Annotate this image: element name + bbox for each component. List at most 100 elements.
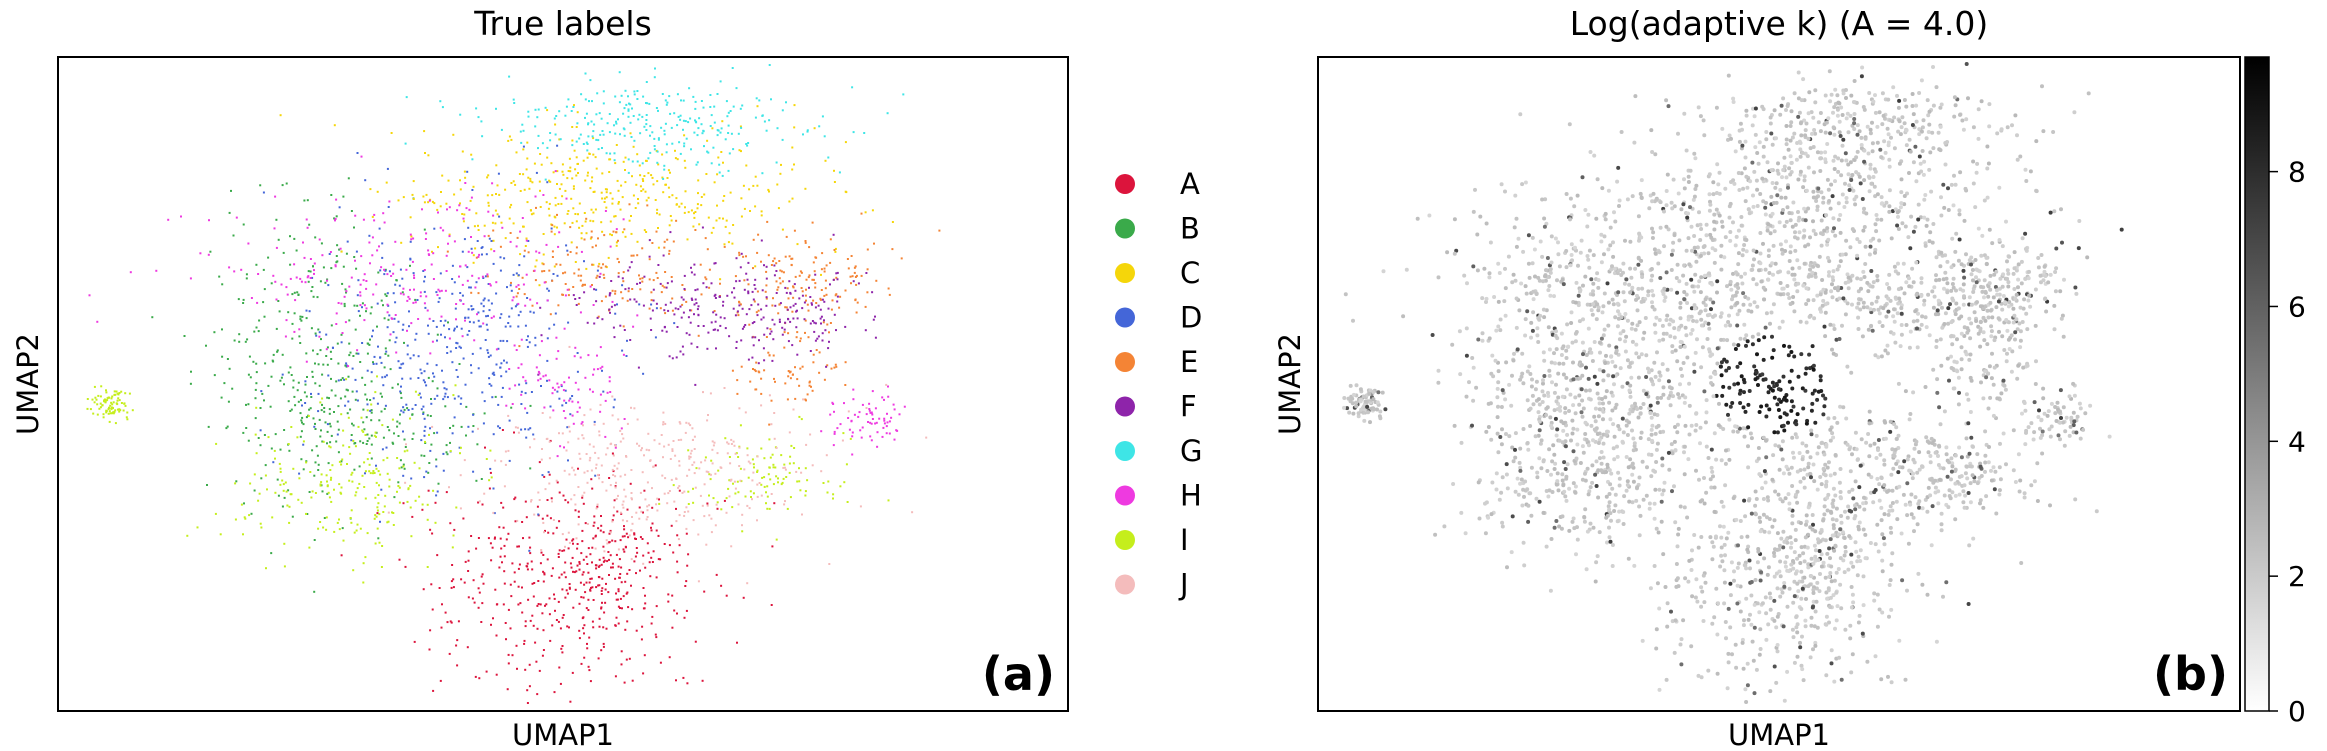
scatter-point [1815, 625, 1820, 630]
scatter-point [553, 323, 556, 326]
scatter-point [364, 383, 367, 386]
scatter-point [587, 171, 589, 174]
scatter-point [761, 114, 764, 117]
scatter-point [559, 682, 562, 685]
scatter-point [853, 271, 856, 274]
scatter-point [543, 270, 546, 272]
scatter-point [801, 290, 804, 293]
scatter-point [451, 278, 454, 280]
scatter-point [1657, 378, 1662, 383]
scatter-point [1710, 469, 1715, 474]
scatter-point [190, 370, 192, 373]
scatter-point [1494, 328, 1499, 333]
scatter-point [604, 188, 607, 191]
scatter-point [697, 334, 700, 337]
scatter-point [341, 527, 344, 530]
scatter-point [561, 432, 564, 435]
scatter-point [547, 531, 550, 534]
scatter-point [560, 202, 563, 205]
scatter-point [1474, 385, 1479, 390]
scatter-point [359, 283, 362, 286]
scatter-point [1732, 578, 1736, 583]
scatter-point [1587, 265, 1592, 270]
scatter-point [284, 335, 287, 338]
scatter-point [858, 411, 861, 414]
scatter-point [675, 477, 678, 480]
scatter-point [515, 295, 518, 298]
scatter-point [398, 467, 401, 470]
scatter-point [617, 275, 620, 278]
scatter-point [325, 355, 328, 357]
scatter-point [1693, 595, 1698, 600]
scatter-point [372, 293, 375, 296]
scatter-point [758, 99, 761, 102]
scatter-point [769, 332, 772, 335]
scatter-point [427, 249, 430, 252]
scatter-point [470, 247, 473, 250]
scatter-point [885, 383, 888, 386]
scatter-point [668, 95, 671, 98]
scatter-point [583, 471, 586, 474]
scatter-point [348, 319, 351, 322]
scatter-point [700, 100, 703, 102]
scatter-point [577, 515, 580, 518]
scatter-point [276, 350, 279, 353]
scatter-point [550, 162, 553, 165]
scatter-point [589, 588, 592, 591]
scatter-point [574, 346, 577, 349]
scatter-point [481, 253, 483, 256]
scatter-point [301, 416, 304, 419]
scatter-point [1678, 642, 1683, 647]
scatter-point [1802, 559, 1807, 564]
scatter-point [410, 477, 413, 480]
scatter-point [591, 284, 593, 286]
scatter-point [719, 282, 721, 285]
scatter-point [1755, 560, 1760, 565]
scatter-point [320, 481, 323, 484]
scatter-point [467, 308, 470, 311]
scatter-point [329, 469, 332, 471]
scatter-point [562, 173, 565, 176]
scatter-point [429, 449, 432, 452]
scatter-point [89, 408, 92, 411]
scatter-point [1498, 328, 1503, 333]
scatter-point [540, 549, 543, 551]
scatter-point [785, 306, 788, 309]
scatter-point [773, 323, 776, 326]
scatter-point [574, 261, 577, 263]
scatter-point [378, 419, 381, 422]
scatter-point [1567, 409, 1571, 413]
scatter-point [566, 426, 569, 429]
scatter-point [794, 302, 797, 305]
scatter-point [340, 378, 343, 381]
scatter-point [311, 375, 314, 378]
scatter-point [209, 250, 212, 253]
scatter-point [724, 437, 727, 440]
scatter-point [1828, 556, 1832, 561]
scatter-point [682, 119, 685, 122]
scatter-point [590, 236, 593, 239]
scatter-point [846, 258, 849, 260]
scatter-point [1832, 548, 1837, 553]
scatter-point [760, 210, 763, 213]
scatter-point [1785, 669, 1790, 674]
scatter-point [358, 465, 361, 468]
scatter-point [349, 351, 352, 354]
scatter-point [548, 269, 551, 272]
scatter-point [400, 409, 403, 412]
scatter-point [693, 313, 695, 316]
scatter-point [289, 277, 292, 280]
scatter-point [804, 494, 807, 497]
scatter-point [757, 370, 760, 373]
scatter-point [412, 354, 415, 357]
scatter-point [459, 113, 462, 116]
scatter-point [568, 541, 571, 544]
scatter-point [567, 294, 570, 297]
scatter-point [687, 490, 690, 493]
scatter-point [480, 478, 483, 480]
scatter-point [1541, 350, 1546, 355]
scatter-point [498, 193, 501, 196]
scatter-point [1458, 372, 1463, 377]
scatter-point [766, 495, 769, 498]
scatter-point [409, 357, 412, 360]
